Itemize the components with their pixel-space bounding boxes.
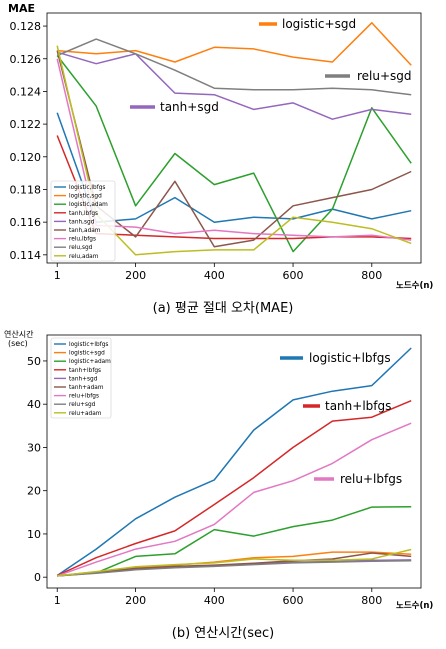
caption-mae: (a) 평균 절대 오차(MAE) (152, 301, 294, 316)
series-line-relu-lbfgs (56, 422, 412, 577)
legend-box (50, 180, 116, 262)
legend-label: tanh+adam (69, 385, 104, 391)
plot-frame (46, 334, 422, 589)
y-tick-label: 0 (34, 571, 41, 584)
series-line-tanh-lbfgs (56, 400, 412, 577)
y-tick-label: 0.116 (10, 216, 42, 229)
plot-frame (46, 12, 422, 264)
legend-label: relu+sgd (69, 402, 96, 408)
x-axis-label: 노드수(n) (396, 601, 433, 611)
x-tick-label: 600 (283, 269, 304, 282)
y-tick-label: 50 (27, 355, 41, 368)
x-tick-label: 1 (54, 594, 61, 607)
legend-label: relu,sgd (69, 245, 93, 251)
x-tick-label: 1 (54, 269, 61, 282)
legend-label: relu+adam (69, 411, 102, 417)
y-axis-label: MAE (8, 2, 35, 15)
series-line-relu-sgd (56, 38, 412, 96)
y-tick-label: 40 (27, 398, 41, 411)
series-line-logistic-adam (57, 505, 412, 577)
legend: logistic+lbfgs logistic+sgd logistic+adam t… (50, 337, 112, 419)
series-line-tanh-sgd (57, 559, 412, 577)
annotation-label: logistic+sgd (282, 17, 356, 31)
series-line-relu-lbfgs (56, 58, 412, 241)
series-line-relu-sgd (57, 560, 412, 577)
x-axis-label: 노드수(n) (396, 281, 433, 291)
y-tick-label: 30 (27, 441, 41, 454)
annotation-label: logistic+lbfgs (309, 351, 391, 365)
legend-label: logistic,lbfgs (69, 185, 105, 191)
legend-label: tanh+lbfgs (69, 368, 101, 374)
legend-label: logistic+adam (69, 359, 111, 365)
legend-label: relu,adam (69, 254, 99, 260)
series-line-tanh-adam (57, 552, 412, 577)
annotation-label: tanh+lbfgs (325, 399, 391, 413)
legend-label: tanh,adam (69, 228, 101, 234)
x-tick-label: 200 (125, 594, 146, 607)
annotation-label: relu+sgd (357, 69, 412, 83)
y-tick-label: 0.120 (10, 151, 42, 164)
y-tick-label: 0.124 (10, 85, 42, 98)
series-line-logistic-adam (56, 55, 412, 253)
legend-label: logistic+lbfgs (69, 342, 108, 348)
y-tick-label: 10 (27, 528, 41, 541)
series-line-relu-adam (56, 45, 412, 256)
legend-label: logistic+sgd (69, 351, 105, 357)
annotation-label: tanh+sgd (160, 100, 219, 114)
legend-label: logistic,sgd (69, 194, 102, 200)
legend-box (50, 337, 112, 419)
series-line-logistic-sgd (57, 22, 412, 66)
y-tick-label: 0.128 (10, 20, 42, 33)
legend-label: tanh,lbfgs (69, 211, 98, 217)
annotation-label: relu+lbfgs (340, 472, 402, 486)
y-tick-label: 0.118 (10, 183, 42, 196)
series-line-tanh-sgd (56, 51, 412, 120)
y-tick-label: 20 (27, 485, 41, 498)
x-tick-label: 800 (361, 594, 382, 607)
y-axis-label: 연산시간 (sec) (4, 329, 34, 348)
legend-label: logistic,adam (69, 202, 108, 208)
legend: logistic,lbfgs logistic,sgd logistic,adam t… (50, 180, 116, 262)
y-tick-label: 0.126 (10, 53, 42, 66)
mae-chart: 0.114 0.116 0.118 0.120 0.122 0.124 0.126 0.128… (8, 2, 433, 291)
y-tick-label: 0.122 (10, 118, 42, 131)
caption-time: (b) 연산시간(sec) (171, 626, 275, 641)
x-tick-label: 400 (204, 594, 225, 607)
legend-label: relu+lbfgs (69, 394, 99, 400)
x-tick-label: 600 (283, 594, 304, 607)
x-tick-label: 200 (125, 269, 146, 282)
legend-label: tanh,sgd (69, 219, 95, 225)
time-chart: 0 10 20 30 40 50 1 200 400 600 800 연산시간 (sec) 노드수(n) l… (4, 329, 433, 611)
x-tick-label: 400 (204, 269, 225, 282)
x-tick-label: 800 (361, 269, 382, 282)
series-line-tanh-adam (56, 50, 412, 248)
y-tick-label: 0.114 (10, 249, 42, 262)
legend-label: relu,lbfgs (69, 237, 96, 243)
series-line-logistic-lbfgs (56, 347, 412, 577)
series-line-relu-adam (57, 548, 412, 577)
legend-label: tanh+sgd (69, 376, 98, 382)
